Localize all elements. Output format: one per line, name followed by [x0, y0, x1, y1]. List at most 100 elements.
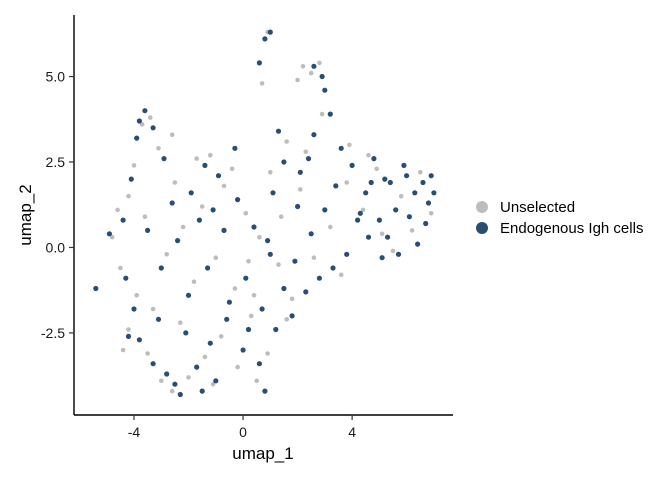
y-ticks: -2.5 0.0 2.5 5.0	[41, 69, 74, 341]
endogenous-igh-point-33	[297, 169, 303, 175]
endogenous-igh-point-6	[123, 275, 129, 281]
unselected-point-57	[210, 381, 216, 387]
endogenous-igh-point-64	[308, 231, 314, 237]
unselected-point-32	[284, 139, 290, 144]
unselected-point-38	[317, 60, 322, 66]
endogenous-igh-point-39	[256, 60, 262, 66]
endogenous-igh-point-91	[210, 207, 216, 213]
endogenous-igh-point-40	[262, 36, 268, 42]
unselected-point-43	[208, 152, 213, 158]
unselected-point-41	[169, 132, 175, 137]
endogenous-igh-point-54	[415, 241, 421, 247]
unselected-point-51	[311, 255, 317, 260]
endogenous-igh-point-88	[295, 203, 301, 210]
unselected-point-39	[259, 81, 265, 86]
endogenous-igh-point-42	[161, 156, 167, 162]
endogenous-igh-point-79	[188, 190, 194, 196]
unselected-point-65	[194, 156, 199, 161]
endogenous-igh-point-95	[385, 234, 391, 240]
endogenous-igh-point-76	[243, 275, 249, 281]
endogenous-igh-point-61	[316, 275, 322, 281]
endogenous-igh-point-82	[125, 333, 132, 339]
unselected-point-30	[248, 313, 254, 319]
endogenous-igh-point-72	[357, 210, 363, 216]
unselected-point-0	[131, 163, 137, 168]
endogenous-igh-point-57	[365, 234, 372, 240]
endogenous-igh-point-89	[275, 128, 282, 134]
unselected-point-22	[243, 211, 249, 216]
endogenous-igh-point-8	[136, 337, 142, 343]
unselected-point-61	[390, 248, 396, 254]
unselected-point-12	[186, 375, 191, 380]
unselected-point-8	[126, 327, 131, 332]
unselected-point-55	[178, 320, 183, 326]
y-tick-label-2: 2.5	[46, 154, 66, 170]
endogenous-igh-point-31	[270, 190, 276, 196]
endogenous-igh-point-4	[120, 217, 126, 223]
unselected-point-31	[268, 170, 273, 175]
unselected-point-35	[300, 64, 306, 69]
unselected-point-47	[398, 193, 404, 199]
legend: Unselected Endogenous Igh cells	[476, 199, 643, 237]
endogenous-igh-point-30	[245, 326, 252, 333]
endogenous-igh-point-16	[256, 361, 262, 367]
endogenous-igh-point-3	[142, 108, 148, 114]
endogenous-igh-point-7	[131, 306, 137, 312]
endogenous-igh-point-55	[395, 251, 402, 257]
endogenous-igh-point-83	[93, 285, 99, 292]
endogenous-igh-point-85	[199, 388, 205, 394]
endogenous-igh-point-50	[412, 190, 418, 196]
unselected-point-24	[199, 204, 205, 209]
unselected-point-37	[295, 77, 300, 83]
endogenous-igh-point-60	[330, 265, 336, 271]
unselected-point-68	[409, 228, 415, 233]
unselected-point-27	[191, 279, 197, 285]
endogenous-igh-point-56	[379, 255, 385, 261]
endogenous-igh-point-86	[259, 306, 265, 312]
endogenous-igh-point-12	[194, 364, 200, 370]
unselected-point-2	[148, 115, 153, 120]
endogenous-igh-point-68	[393, 207, 399, 213]
unselected-point-14	[218, 334, 224, 339]
endogenous-igh-point-80	[169, 200, 175, 206]
unselected-point-33	[303, 149, 309, 155]
unselected-point-20	[276, 262, 281, 267]
endogenous-igh-point-63	[292, 258, 298, 264]
endogenous-igh-point-43	[202, 162, 208, 168]
endogenous-igh-point-58	[355, 217, 361, 223]
y-tick-label-1: 0.0	[46, 239, 66, 255]
unselected-point-11	[169, 388, 175, 394]
legend-label-1: Endogenous Igh cells	[500, 220, 643, 237]
y-tick-label-3: 5.0	[46, 69, 66, 85]
endogenous-igh-point-81	[145, 227, 151, 233]
endogenous-igh-point-1	[136, 118, 142, 124]
x-axis-title: umap_1	[232, 444, 293, 463]
endogenous-igh-point-37	[311, 63, 317, 69]
endogenous-igh-point-32	[281, 159, 287, 165]
legend-key-1	[476, 222, 488, 234]
endogenous-igh-point-75	[213, 378, 219, 384]
unselected-point-53	[298, 187, 303, 192]
unselected-point-48	[418, 170, 423, 175]
endogenous-igh-point-27	[185, 292, 192, 298]
unselected-point-62	[120, 347, 126, 353]
unselected-point-36	[308, 70, 314, 76]
unselected-point-58	[246, 258, 251, 264]
endogenous-igh-point-46	[363, 190, 369, 196]
endogenous-igh-point-20	[267, 251, 273, 257]
unselected-point-69	[251, 293, 257, 298]
unselected-point-21	[257, 234, 262, 240]
endogenous-igh-point-45	[349, 162, 355, 168]
unselected-point-10	[159, 378, 164, 384]
unselected-point-44	[344, 180, 350, 185]
endogenous-igh-point-73	[183, 330, 189, 336]
endogenous-igh-point-62	[303, 289, 309, 295]
unselected-point-17	[265, 351, 270, 356]
endogenous-igh-point-70	[420, 179, 426, 186]
y-axis-title: umap_2	[16, 184, 35, 245]
endogenous-igh-point-10	[164, 371, 170, 377]
endogenous-igh-point-52	[431, 190, 437, 196]
endogenous-igh-point-94	[404, 173, 410, 179]
endogenous-igh-point-69	[406, 214, 412, 220]
